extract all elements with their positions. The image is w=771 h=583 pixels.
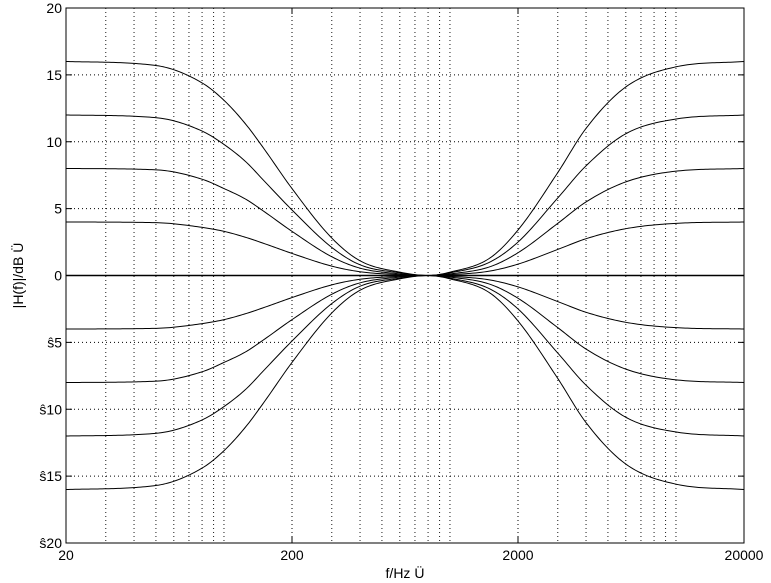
axis-ticks <box>65 7 745 544</box>
x-tick-label: 20 <box>58 547 74 563</box>
x-tick-labels: 20 200 2000 20000 <box>58 547 763 563</box>
series-line-6 <box>65 274 745 330</box>
y-tick-label: ŝ20 <box>39 535 62 551</box>
y-tick-label: 15 <box>46 67 62 83</box>
series-line-7 <box>65 274 745 383</box>
series-line-9 <box>65 274 745 490</box>
x-tick-label: 2000 <box>502 547 533 563</box>
y-tick-label: 0 <box>54 268 62 284</box>
series-line-2 <box>65 114 745 277</box>
series-lines <box>65 61 745 490</box>
y-tick-label: 10 <box>46 134 62 150</box>
y-axis-label: |H(f)|/dB Ü <box>9 243 26 309</box>
series-line-3 <box>65 168 745 277</box>
series-line-4 <box>65 221 745 277</box>
x-tick-label: 20000 <box>725 547 764 563</box>
y-tick-label: 20 <box>46 0 62 16</box>
y-tick-label: ŝ15 <box>39 468 62 484</box>
series-line-8 <box>65 274 745 437</box>
y-tick-label: 5 <box>54 201 62 217</box>
x-axis-label: f/Hz Ü <box>386 564 425 581</box>
y-tick-label: ŝ10 <box>39 401 62 417</box>
x-tick-label: 200 <box>280 547 304 563</box>
y-tick-label: ŝ5 <box>47 334 62 350</box>
series-line-1 <box>65 61 745 277</box>
y-tick-labels: 20 15 10 5 0 ŝ5 ŝ10 ŝ15 ŝ20 <box>39 0 62 551</box>
